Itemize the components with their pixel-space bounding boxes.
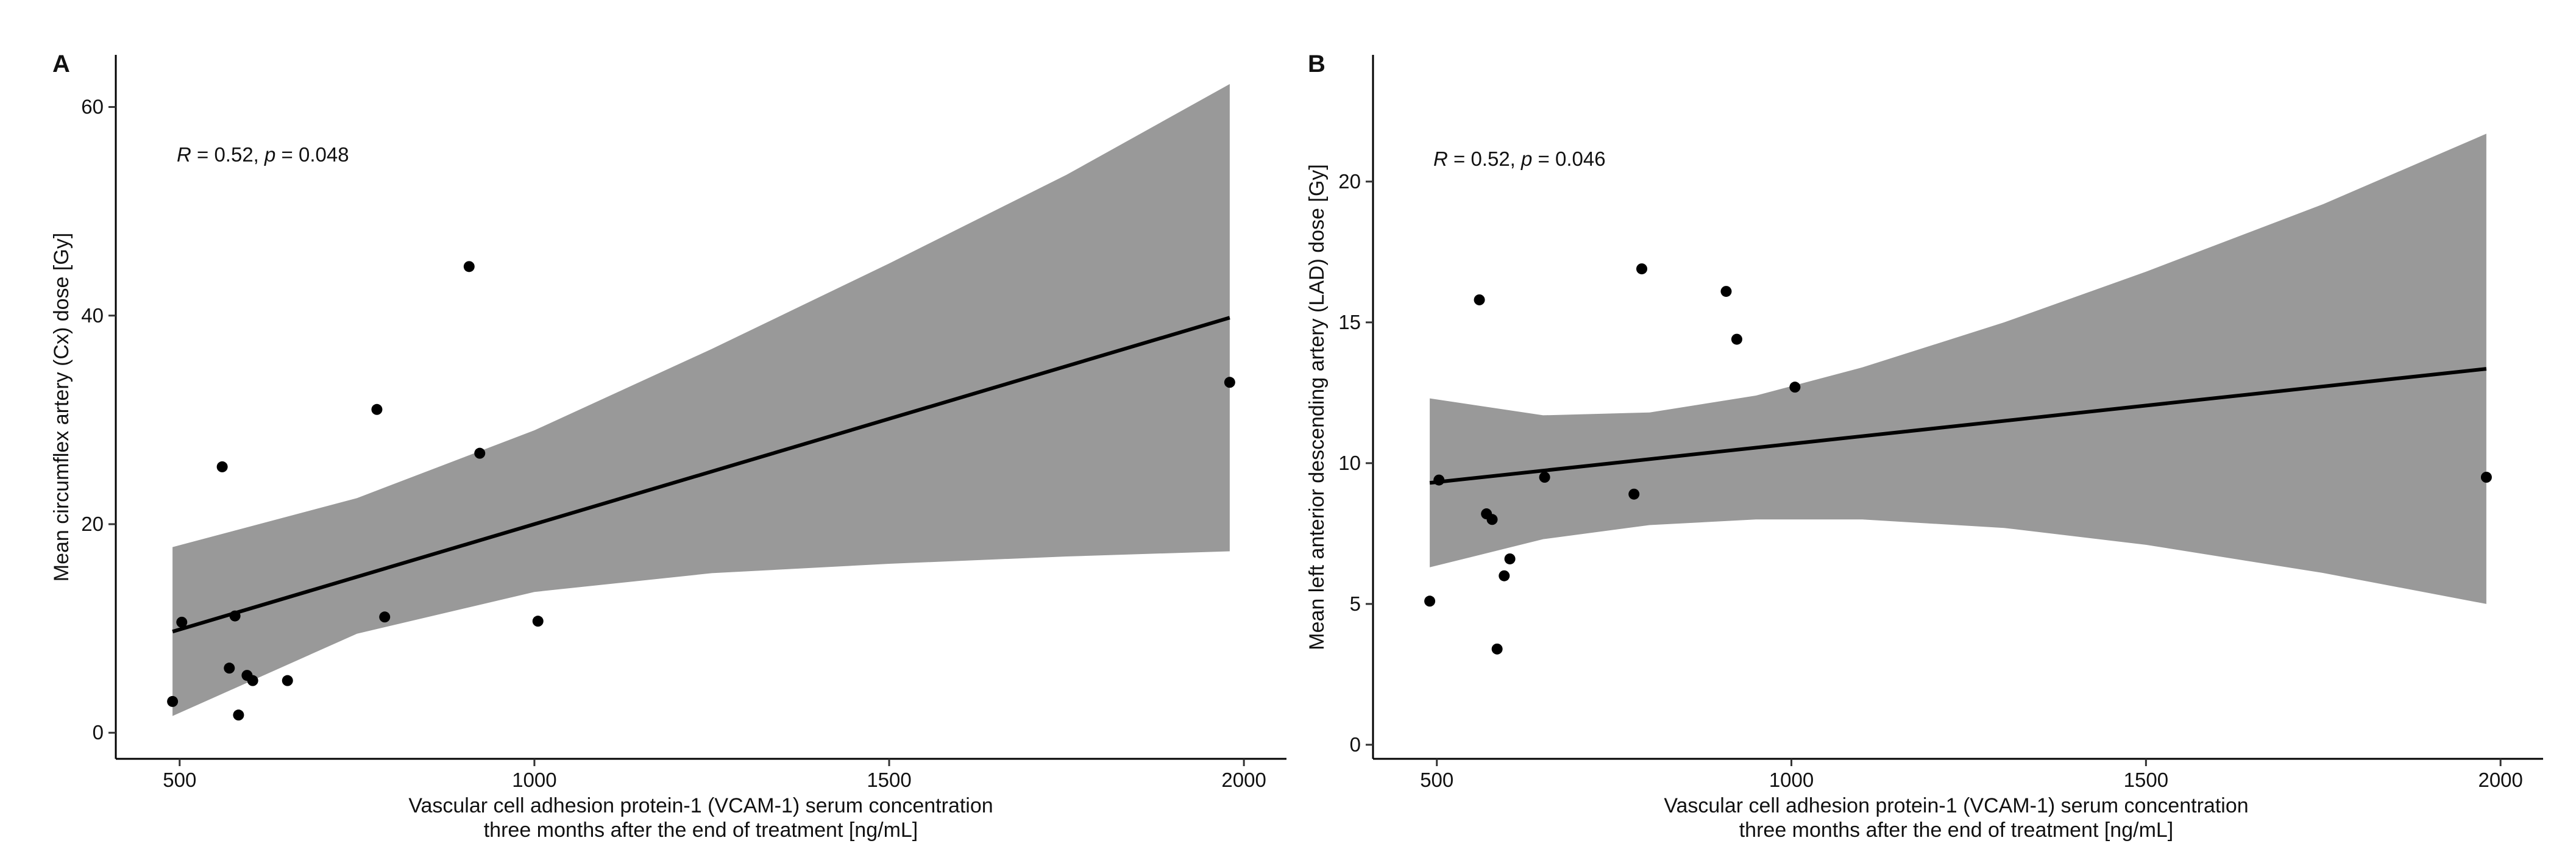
panel-b: B 0 5 10 15 20 500 1000 1500 2000 R = 0.52, p =… <box>1305 51 2543 842</box>
panel-b-letter: B <box>1308 51 1325 77</box>
x-tick-label: 2000 <box>2478 769 2522 791</box>
y-tick-label: 20 <box>81 513 104 535</box>
panel-a-x-axis-title-line2: three months after the end of treatment … <box>484 819 918 842</box>
panel-b-point-7 <box>1499 570 1510 581</box>
panel-b-point-15 <box>2480 472 2492 483</box>
panel-a-confidence-band <box>172 84 1230 716</box>
panel-a-point-8 <box>247 675 258 686</box>
panel-a-point-1 <box>167 695 179 707</box>
y-tick-label: 5 <box>1350 592 1361 615</box>
panel-b-point-13 <box>1731 333 1742 345</box>
panel-a-data-points <box>167 261 1235 721</box>
panel-a-y-ticks: 0 20 40 60 <box>81 96 116 744</box>
panel-b-x-axis-title-line1: Vascular cell adhesion protein-1 (VCAM-1… <box>1664 794 2248 817</box>
panel-a-point-9 <box>282 675 293 686</box>
panel-a-regression-line <box>172 316 1230 634</box>
panel-b-point-3 <box>1474 294 1485 305</box>
panel-a-point-10 <box>371 403 383 415</box>
panel-a-y-axis-title: Mean circumflex artery (Cx) dose [Gy] <box>50 233 73 581</box>
panel-b-y-axis-title: Mean left anterior descending artery (LA… <box>1305 164 1329 650</box>
panel-b-correlation-stat: R = 0.52, p = 0.046 <box>1433 147 1606 170</box>
panel-b-point-12 <box>1720 286 1732 297</box>
x-tick-label: 1500 <box>867 769 911 791</box>
y-tick-label: 20 <box>1338 170 1361 193</box>
panel-b-confidence-band <box>1430 133 2486 604</box>
panel-b-point-14 <box>1789 382 1801 393</box>
x-tick-label: 1500 <box>2124 769 2168 791</box>
panel-b-point-5 <box>1486 514 1498 525</box>
panel-b-point-9 <box>1539 472 1550 483</box>
panel-b-x-ticks: 500 1000 1500 2000 <box>1420 759 2523 791</box>
panel-a-correlation-stat: R = 0.52, p = 0.048 <box>177 143 349 166</box>
y-tick-label: 15 <box>1338 311 1361 333</box>
x-tick-label: 1000 <box>1769 769 1814 791</box>
x-tick-label: 1000 <box>512 769 556 791</box>
panel-a-point-4 <box>224 663 235 674</box>
panel-a-point-6 <box>233 709 244 721</box>
panel-a-point-2 <box>176 616 188 628</box>
panel-b-regression-line <box>1429 367 2487 485</box>
x-tick-label: 2000 <box>1221 769 1266 791</box>
panel-b-point-8 <box>1504 553 1516 564</box>
panel-a: A 0 20 40 60 500 1000 1500 2000 R = 0.52, p = … <box>50 51 1286 842</box>
y-tick-label: 10 <box>1338 452 1361 474</box>
panel-a-point-14 <box>532 616 544 627</box>
panel-a-point-11 <box>379 611 391 623</box>
panel-b-y-ticks: 0 5 10 15 20 <box>1338 170 1373 756</box>
panel-b-point-10 <box>1628 488 1640 500</box>
y-tick-label: 0 <box>1350 733 1361 756</box>
y-tick-label: 60 <box>81 96 104 118</box>
panel-b-x-axis-title-line2: three months after the end of treatment … <box>1739 819 2174 842</box>
x-tick-label: 500 <box>1420 769 1453 791</box>
panel-b-point-11 <box>1636 263 1648 275</box>
panel-a-point-15 <box>1224 377 1235 388</box>
panel-a-point-13 <box>474 447 486 459</box>
y-tick-label: 0 <box>93 721 104 744</box>
panel-b-point-1 <box>1424 595 1436 607</box>
x-tick-label: 500 <box>163 769 196 791</box>
panel-a-x-axis-title-line1: Vascular cell adhesion protein-1 (VCAM-1… <box>408 794 993 817</box>
panel-a-letter: A <box>52 51 70 77</box>
panel-b-point-6 <box>1491 643 1503 655</box>
y-tick-label: 40 <box>81 304 104 327</box>
panel-a-point-12 <box>463 261 475 272</box>
panel-a-point-3 <box>216 461 228 472</box>
panel-a-x-ticks: 500 1000 1500 2000 <box>163 759 1266 791</box>
